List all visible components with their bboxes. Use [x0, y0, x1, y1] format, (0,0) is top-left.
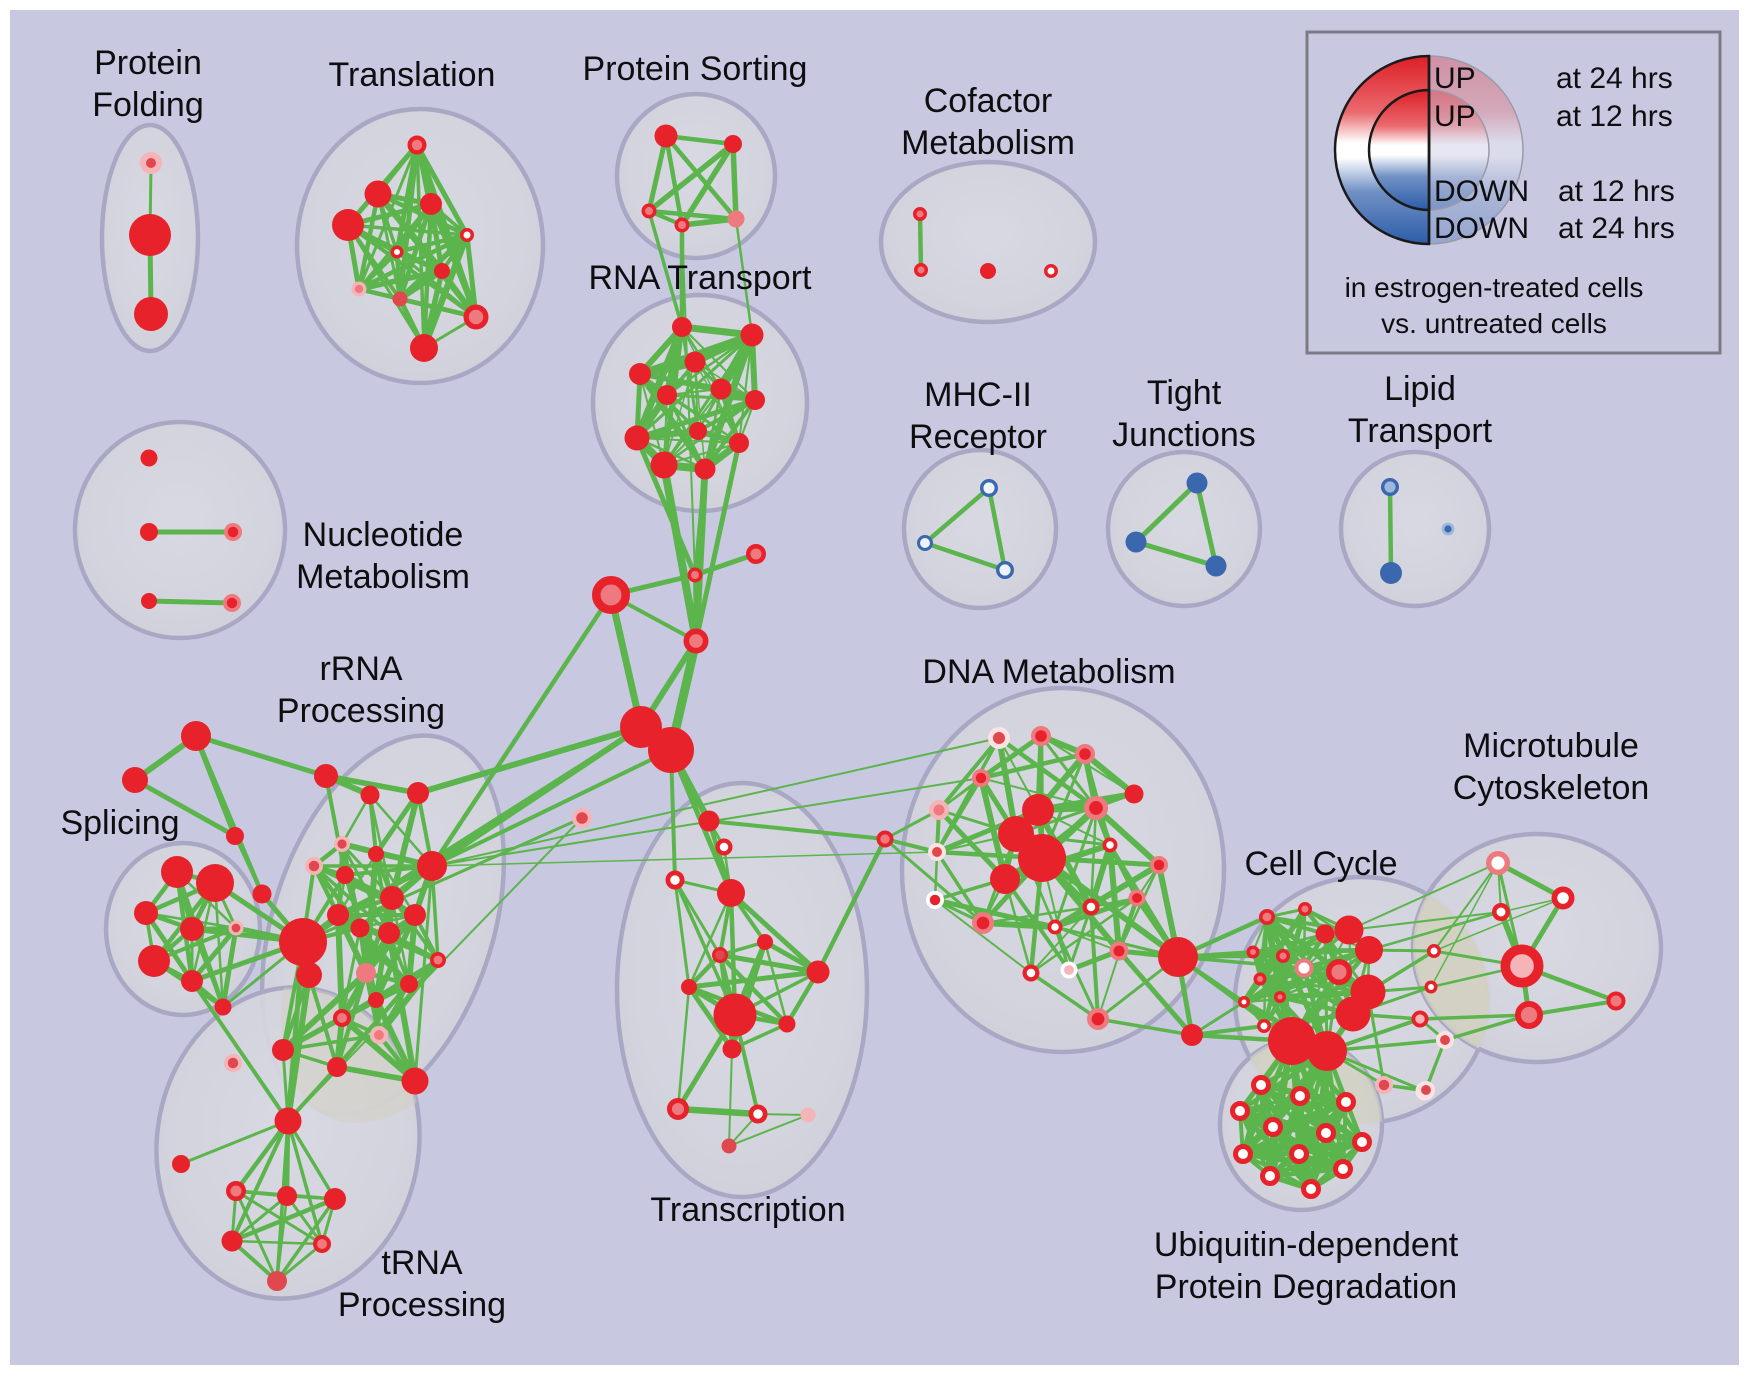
svg-text:DNA Metabolism: DNA Metabolism: [922, 653, 1175, 691]
svg-text:UP: UP: [1434, 62, 1476, 95]
svg-text:tRNA: tRNA: [381, 1244, 463, 1282]
svg-text:Metabolism: Metabolism: [901, 124, 1075, 162]
svg-text:Protein Sorting: Protein Sorting: [583, 50, 808, 88]
svg-text:Processing: Processing: [338, 1286, 506, 1324]
svg-text:at 24 hrs: at 24 hrs: [1558, 212, 1675, 245]
svg-text:Junctions: Junctions: [1112, 416, 1256, 454]
svg-text:rRNA: rRNA: [319, 650, 402, 688]
svg-text:at 12 hrs: at 12 hrs: [1556, 100, 1673, 133]
svg-text:Microtubule: Microtubule: [1463, 727, 1639, 765]
svg-text:Processing: Processing: [277, 692, 445, 730]
svg-text:Protein Degradation: Protein Degradation: [1155, 1268, 1457, 1306]
svg-text:Protein: Protein: [94, 44, 202, 82]
svg-text:Ubiquitin-dependent: Ubiquitin-dependent: [1154, 1226, 1459, 1264]
svg-text:UP: UP: [1434, 100, 1476, 133]
svg-text:RNA Transport: RNA Transport: [589, 259, 813, 297]
svg-text:Metabolism: Metabolism: [296, 558, 470, 596]
svg-text:Cofactor: Cofactor: [924, 82, 1053, 120]
svg-text:vs. untreated cells: vs. untreated cells: [1381, 308, 1607, 339]
svg-text:Cell Cycle: Cell Cycle: [1244, 845, 1397, 883]
svg-text:at 24 hrs: at 24 hrs: [1556, 62, 1673, 95]
svg-text:Tight: Tight: [1147, 374, 1222, 412]
svg-text:Lipid: Lipid: [1384, 370, 1456, 408]
svg-text:DOWN: DOWN: [1434, 175, 1529, 208]
svg-text:Transport: Transport: [1348, 412, 1493, 450]
svg-text:MHC-II: MHC-II: [924, 376, 1032, 414]
svg-text:Receptor: Receptor: [909, 418, 1047, 456]
svg-text:Splicing: Splicing: [60, 804, 179, 842]
svg-text:Nucleotide: Nucleotide: [303, 516, 464, 554]
svg-text:at 12 hrs: at 12 hrs: [1558, 175, 1675, 208]
svg-text:Cytoskeleton: Cytoskeleton: [1453, 769, 1650, 807]
svg-text:Transcription: Transcription: [650, 1191, 845, 1229]
svg-text:in estrogen-treated cells: in estrogen-treated cells: [1345, 272, 1644, 303]
svg-text:Folding: Folding: [92, 86, 204, 124]
svg-text:Translation: Translation: [329, 56, 496, 94]
svg-text:DOWN: DOWN: [1434, 212, 1529, 245]
